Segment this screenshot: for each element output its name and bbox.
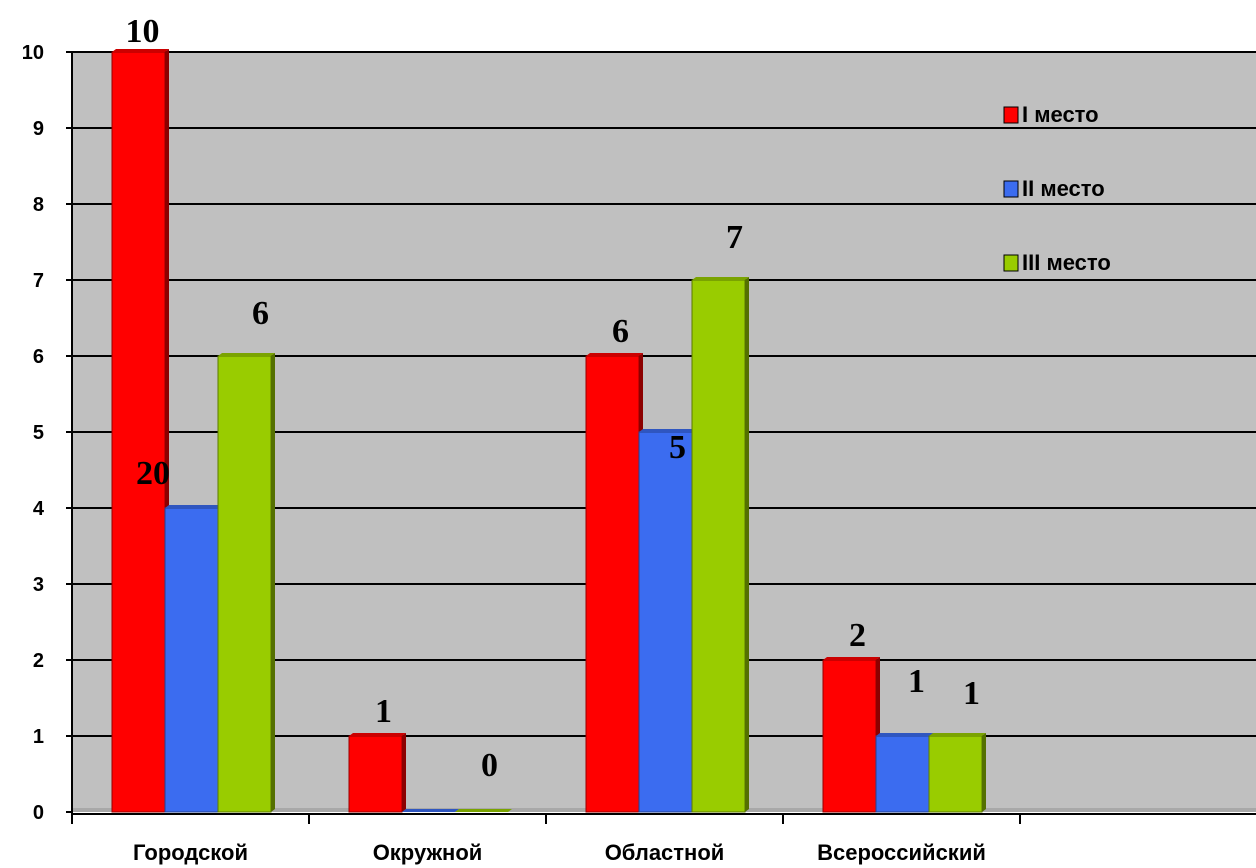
legend-swatch (1003, 180, 1019, 198)
data-label: 10 (126, 13, 160, 50)
bar-front (111, 51, 166, 813)
bar (928, 733, 986, 813)
bar-top (112, 49, 169, 52)
data-label: 2 (849, 617, 866, 654)
bar-top (876, 733, 933, 736)
bar (875, 733, 933, 813)
bar (217, 353, 275, 813)
bar-top (218, 353, 275, 356)
bar (111, 49, 169, 813)
bar-top (929, 733, 986, 736)
x-category-label: Окружной (373, 840, 483, 865)
data-label: 6 (612, 313, 629, 350)
y-tick-label: 0 (33, 802, 44, 824)
legend-swatch (1003, 106, 1019, 124)
bar (455, 809, 512, 812)
bar (164, 505, 222, 813)
bar-top (586, 353, 643, 356)
x-category-label: Всероссийский (817, 840, 986, 865)
legend-swatch (1003, 254, 1019, 272)
bar-top (823, 657, 880, 660)
bar-front (691, 279, 746, 813)
y-tick-label: 5 (33, 422, 44, 444)
data-label: 0 (481, 747, 498, 784)
data-label: 1 (375, 693, 392, 730)
bar-top (692, 277, 749, 280)
x-category-label: Областной (605, 840, 725, 865)
bar-side (982, 733, 986, 812)
bars (111, 49, 986, 813)
y-tick-label: 10 (22, 42, 44, 64)
data-label: 7 (726, 219, 743, 256)
bar-front (164, 507, 219, 813)
bar-front (217, 355, 272, 813)
bar-top (165, 505, 222, 508)
y-tick-label: 3 (33, 574, 44, 596)
y-tick-label: 6 (33, 346, 44, 368)
legend: I место II место III место (1003, 102, 1111, 275)
y-tick-label: 2 (33, 650, 44, 672)
legend-label: III место (1022, 250, 1111, 275)
data-label: 1 (963, 675, 980, 712)
bar-front (875, 735, 930, 813)
bar-side (271, 353, 275, 812)
x-category-label: Городской (133, 840, 248, 865)
y-tick-label: 4 (33, 498, 45, 520)
bar-front (928, 735, 983, 813)
data-labels: 10 1 6 2 20 5 1 6 0 7 1 (126, 13, 981, 784)
bar-side (402, 733, 406, 812)
bar-top (639, 429, 696, 432)
bar (638, 429, 696, 813)
y-tick-label: 9 (33, 118, 44, 140)
bar-top (349, 733, 406, 736)
data-label: 20 (136, 455, 170, 492)
bar-top (455, 809, 512, 812)
data-label: 6 (252, 295, 269, 332)
bar (691, 277, 749, 813)
bar-front (822, 659, 877, 813)
legend-label: I место (1022, 102, 1099, 127)
bar-front (585, 355, 640, 813)
bar (822, 657, 880, 813)
data-label: 5 (669, 429, 686, 466)
bar-top (402, 809, 459, 812)
bar-side (745, 277, 749, 812)
y-tick-label: 1 (33, 726, 44, 748)
y-tick-label: 7 (33, 270, 44, 292)
bar (402, 809, 459, 812)
bar-front (638, 431, 693, 813)
bar-front (348, 735, 403, 813)
data-label: 1 (908, 663, 925, 700)
y-tick-label: 8 (33, 194, 44, 216)
bar (348, 733, 406, 813)
legend-label: II место (1022, 176, 1105, 201)
bar (585, 353, 643, 813)
